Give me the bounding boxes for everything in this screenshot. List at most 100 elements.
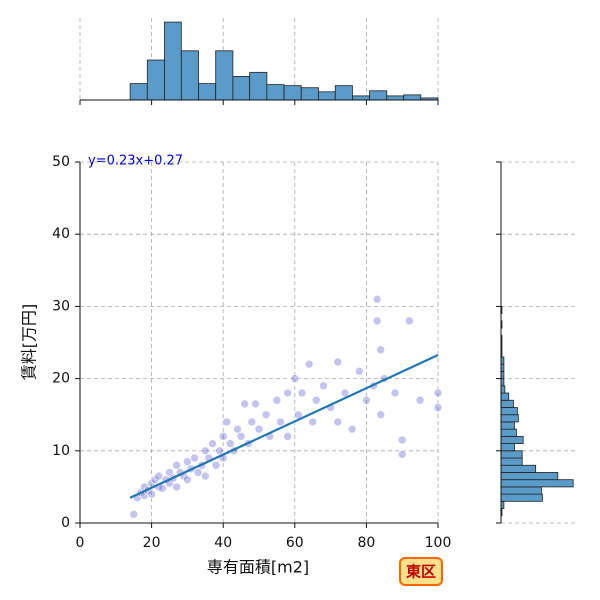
x-tick-label: 80 bbox=[357, 535, 375, 551]
point bbox=[276, 417, 285, 427]
point bbox=[218, 432, 228, 441]
x-tick-label: 0 bbox=[76, 535, 85, 551]
point bbox=[261, 410, 271, 420]
bar bbox=[283, 85, 302, 101]
bar bbox=[500, 428, 517, 437]
point bbox=[397, 435, 407, 445]
point bbox=[376, 345, 386, 355]
point bbox=[154, 471, 164, 481]
regression-line bbox=[129, 353, 439, 499]
point bbox=[215, 446, 224, 456]
bar bbox=[180, 50, 199, 101]
x-tick-label: 60 bbox=[286, 535, 304, 551]
point bbox=[211, 460, 221, 470]
point bbox=[254, 424, 264, 434]
point bbox=[308, 417, 318, 427]
bar bbox=[232, 76, 251, 101]
point bbox=[129, 510, 138, 519]
point bbox=[147, 489, 156, 499]
bar bbox=[386, 95, 405, 101]
point bbox=[319, 381, 328, 391]
x-tick-label: 20 bbox=[143, 535, 161, 551]
point bbox=[251, 399, 260, 409]
point bbox=[415, 395, 425, 405]
point bbox=[354, 367, 364, 376]
y-tick-label: 40 bbox=[52, 226, 70, 242]
point bbox=[376, 410, 386, 420]
point bbox=[297, 388, 307, 398]
bar bbox=[500, 385, 506, 394]
label-box bbox=[399, 557, 443, 586]
y-tick-label: 50 bbox=[52, 154, 70, 170]
bar bbox=[500, 399, 514, 408]
point bbox=[233, 424, 242, 434]
y-tick-label: 20 bbox=[52, 371, 70, 387]
bar bbox=[369, 90, 388, 101]
regression-equation: y=0.23x+0.27 bbox=[88, 154, 183, 169]
point bbox=[283, 388, 292, 398]
point bbox=[333, 417, 343, 427]
y-tick-label: 10 bbox=[52, 443, 70, 459]
point bbox=[172, 482, 181, 492]
point bbox=[183, 475, 192, 484]
point bbox=[190, 453, 199, 463]
bar bbox=[500, 479, 574, 488]
x-tick-label: 100 bbox=[425, 535, 452, 551]
bar bbox=[334, 85, 353, 101]
point bbox=[362, 395, 371, 405]
bar bbox=[318, 91, 336, 101]
point bbox=[333, 357, 343, 367]
point bbox=[240, 399, 249, 409]
bar bbox=[500, 493, 543, 502]
point bbox=[172, 460, 181, 470]
point bbox=[247, 417, 257, 427]
point bbox=[311, 395, 321, 405]
point bbox=[390, 388, 400, 398]
bar bbox=[500, 472, 559, 481]
y-axis-label: 賃料[万円] bbox=[20, 304, 39, 381]
point bbox=[372, 316, 382, 326]
y-tick-label: 0 bbox=[61, 515, 70, 531]
bar bbox=[500, 464, 537, 473]
point bbox=[397, 450, 407, 459]
bar bbox=[352, 95, 371, 101]
point bbox=[150, 475, 160, 484]
bar bbox=[215, 50, 234, 101]
bar bbox=[500, 457, 523, 466]
bar bbox=[164, 21, 182, 101]
point bbox=[372, 294, 382, 304]
point bbox=[183, 457, 192, 466]
bar bbox=[500, 392, 510, 401]
point bbox=[283, 432, 292, 441]
bar bbox=[500, 435, 524, 444]
point bbox=[290, 374, 300, 383]
point bbox=[158, 484, 167, 493]
point bbox=[236, 432, 246, 441]
bar bbox=[146, 59, 165, 101]
region-label: 東区 bbox=[406, 563, 436, 581]
bar bbox=[300, 87, 319, 101]
point bbox=[433, 403, 443, 412]
bar bbox=[198, 83, 217, 101]
bar bbox=[500, 450, 523, 459]
point bbox=[193, 468, 203, 477]
point bbox=[272, 395, 282, 405]
bar bbox=[249, 71, 268, 101]
point bbox=[222, 417, 232, 427]
bar bbox=[266, 84, 285, 101]
x-tick-label: 40 bbox=[214, 535, 232, 551]
bar bbox=[129, 83, 148, 101]
x-axis-label: 専有面積[m2] bbox=[207, 558, 309, 577]
bar bbox=[403, 94, 422, 101]
point bbox=[304, 359, 314, 369]
point bbox=[208, 439, 217, 448]
bar bbox=[500, 486, 542, 495]
bar bbox=[500, 421, 515, 430]
bar bbox=[500, 414, 519, 423]
point bbox=[201, 446, 210, 456]
bar bbox=[500, 443, 515, 452]
point bbox=[347, 424, 357, 434]
point bbox=[433, 388, 443, 398]
point bbox=[201, 471, 210, 481]
